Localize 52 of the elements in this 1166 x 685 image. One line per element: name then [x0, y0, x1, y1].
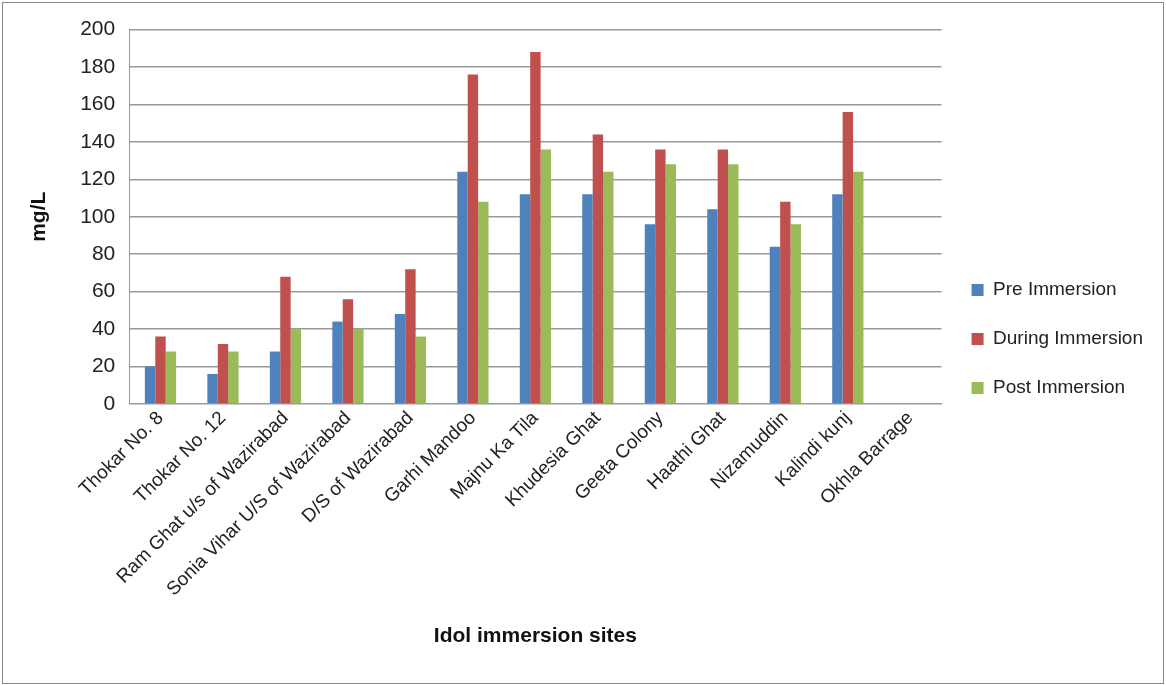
bar [353, 329, 364, 404]
bar [842, 111, 854, 404]
y-tick-label: 0 [103, 390, 116, 414]
y-tick-label: 40 [91, 315, 116, 339]
bar [280, 276, 291, 404]
bar [832, 194, 843, 404]
legend-label: Post Immersion [993, 376, 1126, 398]
bar [582, 194, 593, 404]
y-tick-label: 200 [80, 16, 116, 40]
bar [655, 149, 666, 404]
bar [780, 201, 791, 404]
bar [228, 351, 239, 404]
bar [769, 246, 781, 404]
bar [405, 269, 416, 404]
x-axis-title: Idol immersion sites [433, 623, 637, 647]
bar [603, 171, 614, 404]
bar [519, 194, 531, 404]
bar [155, 336, 166, 404]
bar [728, 164, 739, 404]
y-tick-label: 140 [80, 128, 116, 152]
bar [540, 149, 552, 404]
bar [217, 344, 229, 404]
legend-label: Pre Immersion [993, 278, 1117, 300]
bar [790, 224, 801, 404]
bar [530, 52, 541, 404]
y-tick-label: 100 [80, 203, 116, 227]
bar [457, 171, 468, 404]
bar [394, 314, 406, 404]
bar [478, 201, 489, 404]
y-axis-title: mg/L [26, 191, 50, 242]
bar [269, 351, 281, 404]
y-tick-label: 20 [91, 353, 116, 377]
bar [592, 134, 604, 404]
bar [415, 336, 427, 404]
y-tick-label: 80 [91, 241, 116, 264]
bar [644, 224, 656, 404]
bar [467, 74, 479, 404]
legend-label: During Immersion [993, 327, 1144, 349]
bar [717, 149, 729, 404]
bar [853, 171, 864, 404]
bar [332, 321, 343, 404]
y-tick-label: 180 [80, 53, 116, 77]
bar [165, 351, 177, 404]
bar [207, 374, 218, 404]
bar [707, 209, 718, 404]
bar [342, 299, 354, 404]
bar [144, 366, 156, 404]
y-tick-label: 160 [80, 91, 116, 115]
y-tick-label: 60 [91, 278, 116, 302]
bar [665, 164, 676, 404]
bar [290, 329, 302, 404]
y-tick-label: 120 [80, 166, 116, 190]
